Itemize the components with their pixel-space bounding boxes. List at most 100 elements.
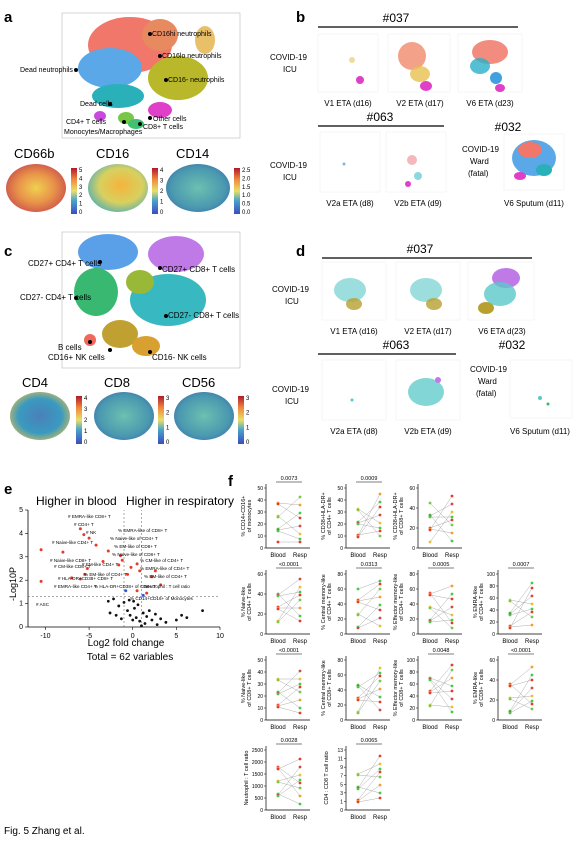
f-point-resp (530, 607, 534, 611)
e-ytick: 0 (19, 624, 23, 631)
f-ytick: 40 (337, 602, 343, 608)
f-point-resp (378, 708, 382, 712)
f-point-resp (298, 711, 302, 715)
e-annotation: % CD14+CD16+ of Monocytes (130, 596, 194, 601)
e-point-ns (140, 624, 143, 628)
cd66b-scale-tick: 2 (79, 193, 83, 199)
f-point-resp (298, 802, 302, 806)
b-group-ward-a: COVID-19 (462, 145, 499, 154)
f-point-resp (298, 590, 302, 594)
f-xlabel-resp: Resp (525, 639, 540, 645)
f-ytick: 0 (340, 632, 343, 638)
f-point-blood (356, 587, 360, 591)
cd14-scale-tick: 0.0 (242, 210, 251, 216)
f-ytick: 0 (340, 808, 343, 814)
f-point-resp (530, 665, 534, 669)
cd4-scale-tick: 4 (84, 396, 88, 402)
e-xtick: 10 (216, 633, 224, 640)
f-point-resp (298, 685, 302, 689)
f-ytick: 40 (489, 678, 495, 684)
f-ytick: 20 (337, 703, 343, 709)
d-sample-v2a: V2a ETA (d8) (330, 427, 378, 436)
f-ytick: 40 (337, 498, 343, 504)
f-point-resp (450, 668, 454, 672)
f-point-resp (298, 532, 302, 536)
panel-a-tsne (61, 12, 241, 139)
b-group-ward-b: Ward (470, 157, 489, 166)
f-point-resp (298, 706, 302, 710)
f-point-blood (356, 773, 360, 777)
f-xlabel-resp: Resp (373, 553, 388, 559)
f-ylabel: % Naive-like (241, 673, 247, 704)
e-point-significant (101, 559, 105, 563)
f-ylabel: of CD8+ T cells (479, 669, 485, 707)
f-point-resp (378, 587, 382, 591)
f-point-resp (450, 494, 454, 498)
f-point-resp (378, 616, 382, 620)
e-annotation: # EMRA-like CD8+ T (68, 514, 111, 519)
b-plot-row1 (317, 33, 523, 93)
marker-cd4: CD4 (22, 375, 48, 390)
f-point-resp (450, 531, 454, 535)
e-point-significant (117, 563, 121, 567)
d-patient-037: #037 (407, 242, 434, 256)
f-ytick: 20 (257, 694, 263, 700)
f-point-resp (378, 526, 382, 530)
f-point-resp (450, 710, 454, 714)
f-ylabel: % CD38+HLA-DR+ (393, 492, 399, 539)
d-sample-v6-sputum: V6 Sputum (d11) (510, 427, 570, 436)
f-point-resp (530, 673, 534, 677)
f-ytick: 5 (340, 782, 343, 788)
f-point-resp (450, 689, 454, 693)
f-point-resp (378, 534, 382, 538)
cd66b-scale-tick: 5 (79, 168, 83, 174)
f-ytick: 1500 (252, 772, 263, 778)
f-point-blood (276, 515, 280, 519)
f-plot: 0 500 1000 1500 2000 2500 Blood Resp 0.0028 Neutr… (244, 738, 310, 821)
d-group-ward-c: (fatal) (476, 389, 497, 398)
f-point-blood (276, 692, 280, 696)
e-point-ns (133, 606, 136, 610)
b-patient-063: #063 (367, 110, 394, 124)
f-ylabel: % CD38+HLA-DR+ (321, 492, 327, 539)
e-point-ns (128, 613, 132, 617)
e-xtick: 5 (174, 633, 178, 640)
f-xlabel-resp: Resp (445, 725, 460, 731)
f-xlabel-resp: Resp (373, 725, 388, 731)
e-point-significant (39, 548, 43, 552)
e-point-significant (135, 562, 139, 566)
e-point-significant (106, 549, 110, 553)
f-point-resp (450, 539, 454, 543)
volcano-plot: -10 -5 0 5 10 0 1 2 3 4 5 # EMRA-like CD8+ T # CD4+ … (19, 507, 224, 640)
f-point-blood (276, 767, 280, 771)
f-ytick: 80 (337, 572, 343, 578)
f-xlabel-blood: Blood (502, 725, 517, 731)
f-ytick: 40 (409, 694, 415, 700)
f-ytick: 20 (337, 522, 343, 528)
f-ylabel: of CD8+ T cells (327, 669, 333, 707)
e-point-ns (174, 618, 178, 622)
f-point-blood (276, 678, 280, 682)
d-sample-v1: V1 ETA (d16) (330, 327, 378, 336)
f-ytick: 40 (257, 498, 263, 504)
b-plot-row2 (319, 131, 565, 193)
e-point-significant (119, 554, 123, 558)
label-cd27pos-cd4: CD27+ CD4+ T cells (28, 259, 101, 268)
e-point-ns (114, 613, 118, 617)
f-point-blood (356, 787, 360, 791)
e-point-ns (154, 612, 157, 616)
f-ylabel: % EMRA-like (473, 672, 479, 704)
f-ylabel: CD4 : CD8 T cell ratio (324, 751, 330, 804)
e-left-header: Higher in blood (36, 494, 117, 508)
f-point-resp (298, 511, 302, 515)
e-point-ns (164, 620, 168, 624)
f-point-resp (450, 605, 454, 609)
e-point-ns (136, 603, 140, 607)
f-ytick: 0 (492, 632, 495, 638)
f-point-resp (378, 529, 382, 533)
f-point-resp (530, 602, 534, 606)
f-ytick: 60 (257, 572, 263, 578)
f-point-resp (378, 666, 382, 670)
b-sample-v6: V6 ETA (d23) (466, 99, 514, 108)
e-annotation: % CM-like of CD4+ T (140, 558, 183, 563)
